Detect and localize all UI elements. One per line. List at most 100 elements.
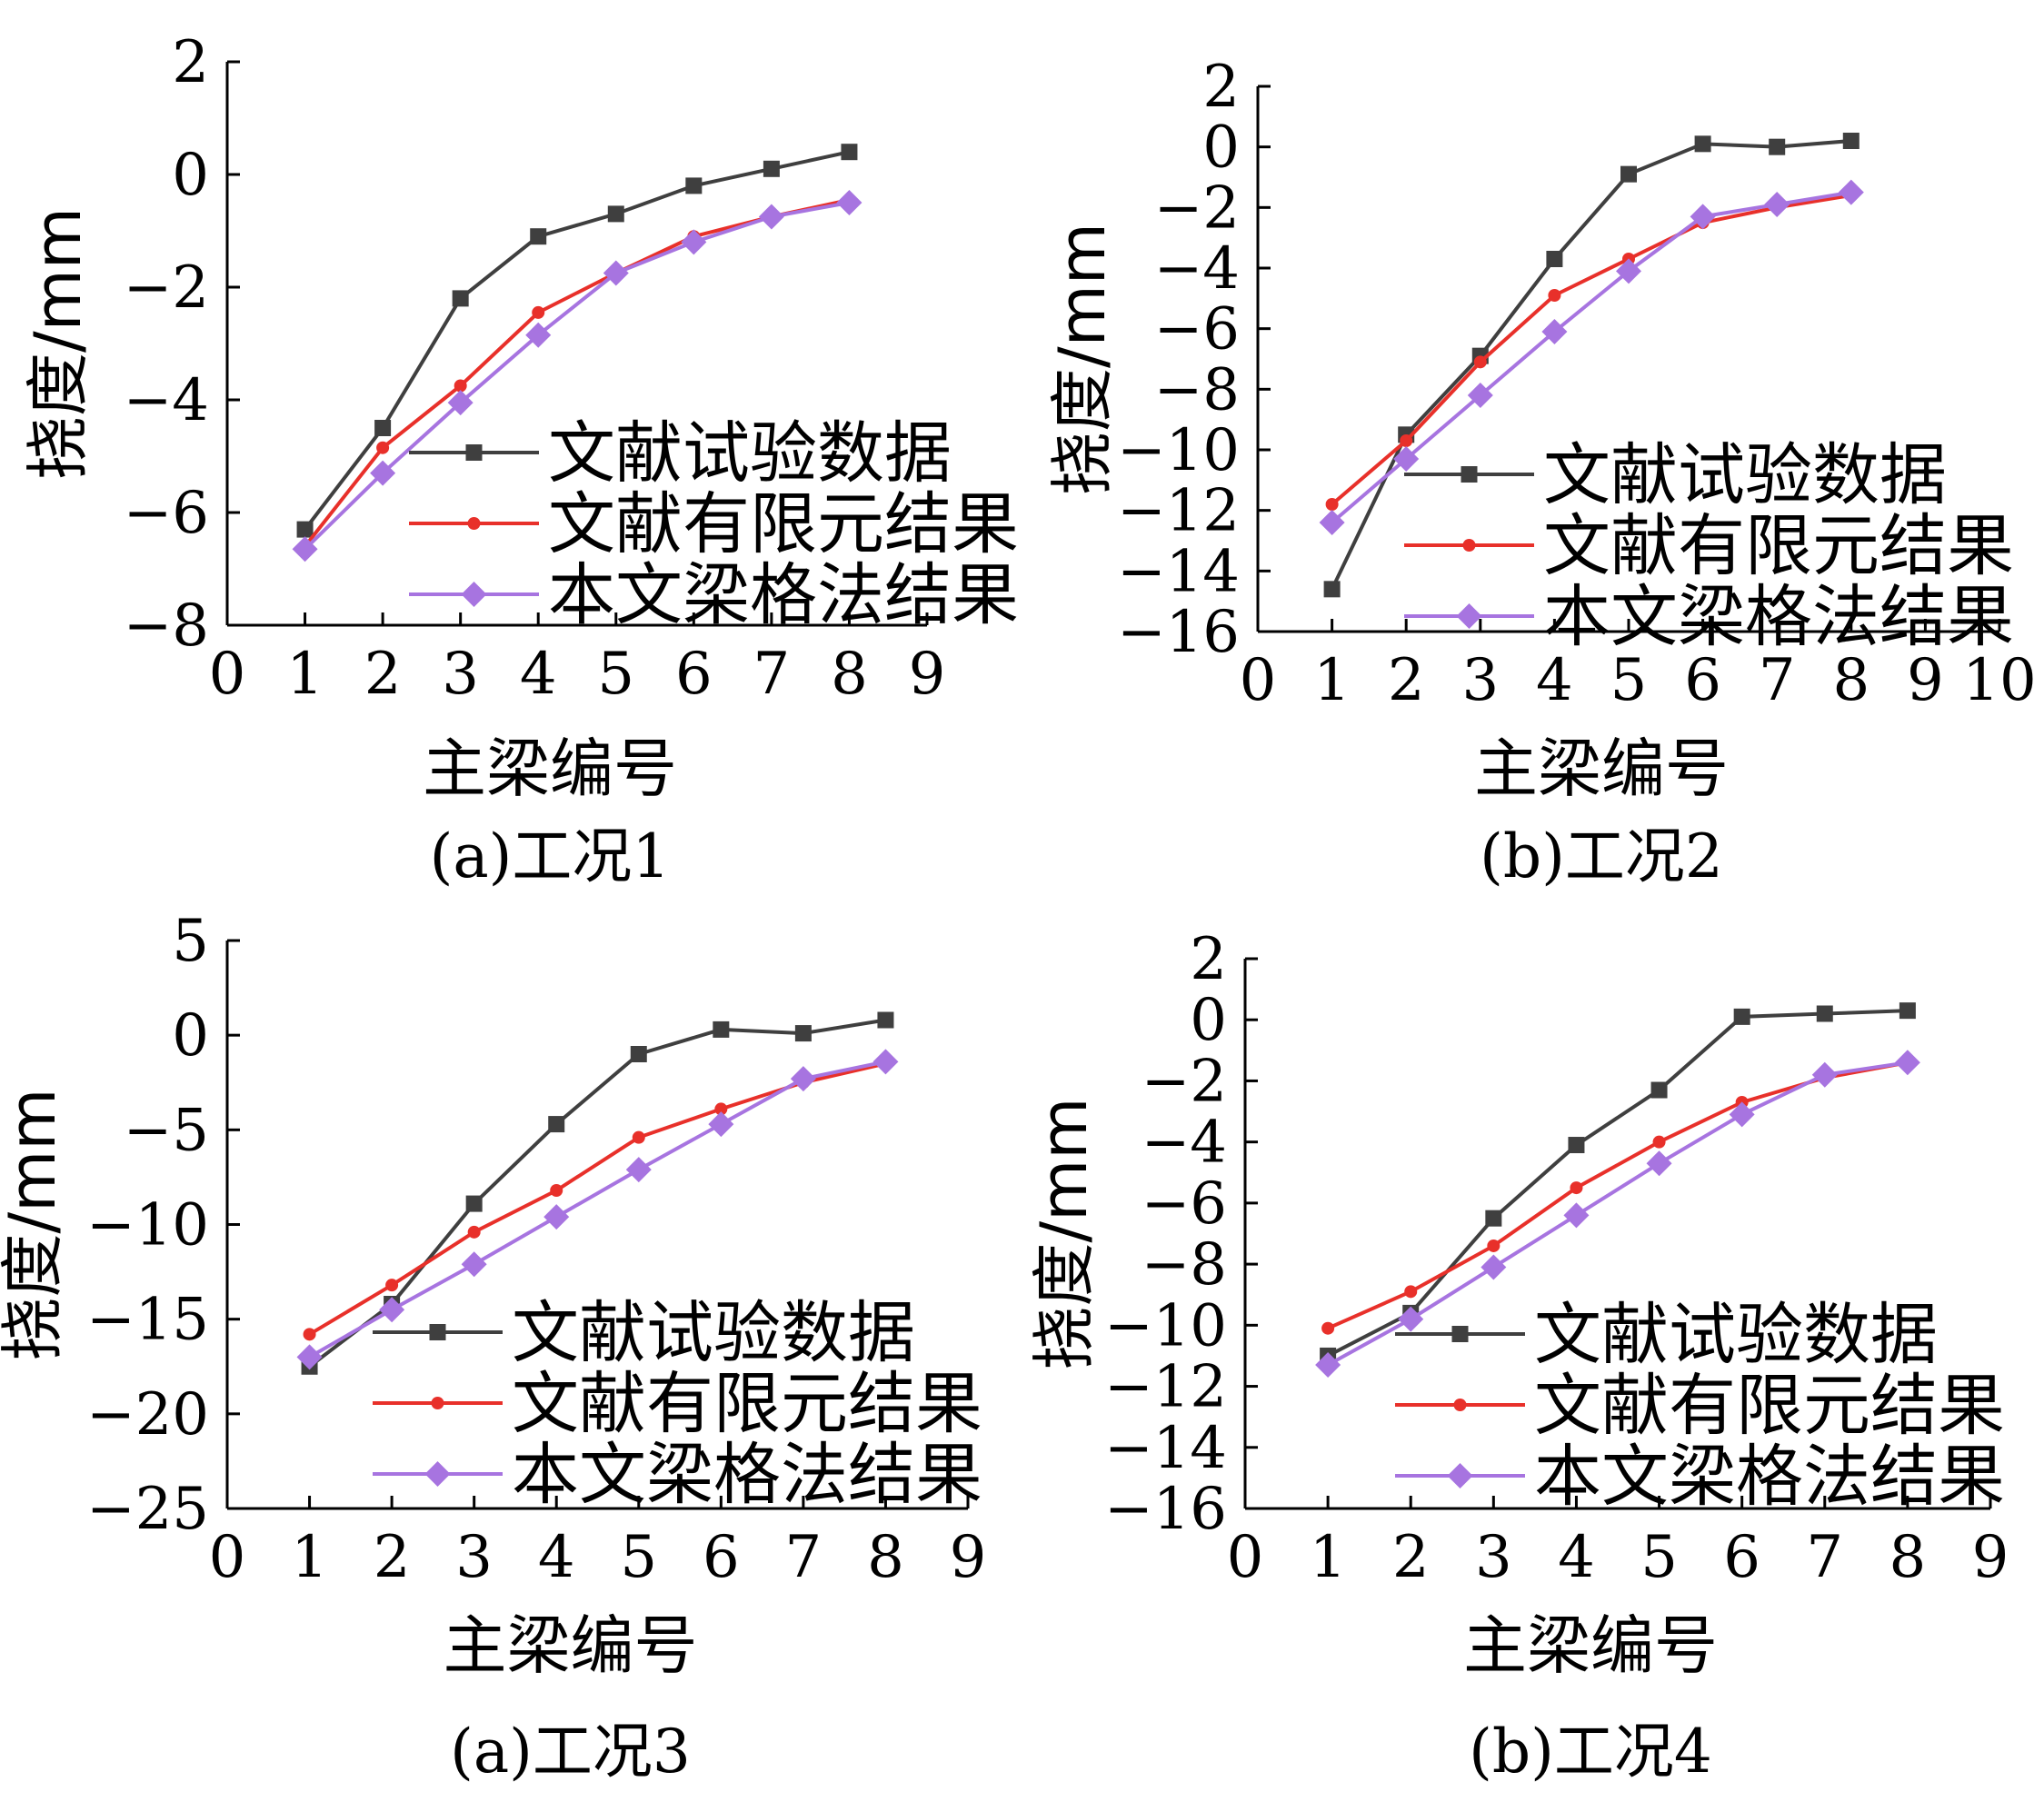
marker-dot (1462, 539, 1476, 552)
marker-square (1485, 1210, 1502, 1227)
x-tick-label: 1 (1313, 647, 1351, 714)
marker-square (1546, 251, 1563, 267)
x-axis-title: 主梁编号 (423, 732, 677, 806)
legend-label: 本文梁格法结果 (548, 556, 1019, 634)
y-tick-label: −4 (1154, 235, 1240, 303)
marker-diamond (1764, 192, 1790, 217)
marker-square (1694, 135, 1711, 153)
marker-dot (467, 517, 481, 530)
y-axis-title: 挠度/mm (1027, 1098, 1102, 1370)
x-tick-label: 3 (455, 1524, 493, 1591)
x-axis-title: 主梁编号 (444, 1608, 698, 1683)
series-line-grillage (308, 1060, 886, 1359)
panel-caption: (b)工况4 (1469, 1717, 1712, 1787)
marker-diamond (1646, 1150, 1672, 1177)
marker-square (1620, 165, 1637, 183)
series-line-grillage (304, 201, 850, 551)
x-tick-label: 4 (538, 1524, 575, 1591)
marker-diamond (1811, 1061, 1838, 1088)
legend-label: 文献有限元结果 (548, 485, 1019, 563)
x-axis-title: 主梁编号 (1474, 732, 1729, 806)
marker-diamond (1541, 319, 1568, 344)
marker-dot (1325, 498, 1339, 511)
y-tick-label: 2 (1202, 54, 1240, 121)
marker-dot (714, 1102, 728, 1116)
marker-diamond (525, 322, 552, 348)
marker-square (1323, 581, 1341, 598)
marker-square (763, 160, 780, 177)
marker-dot (454, 379, 467, 393)
y-tick-label: −14 (1104, 1415, 1227, 1482)
legend-label: 本文梁格法结果 (1543, 578, 2014, 656)
marker-diamond (1690, 204, 1716, 230)
x-tick-label: 10 (1962, 647, 2036, 714)
marker-dot (431, 1397, 444, 1409)
marker-square (685, 177, 703, 194)
y-tick-label: −14 (1117, 538, 1240, 605)
y-axis-title: 挠度/mm (21, 207, 95, 480)
marker-square (630, 1046, 647, 1062)
series-line-fem (1331, 194, 1852, 506)
panel-caption: (a)工况1 (430, 821, 671, 891)
legend-label: 文献试验数据 (548, 414, 952, 493)
y-tick-label: 0 (1190, 987, 1227, 1054)
x-tick-label: 5 (620, 1524, 657, 1591)
marker-diamond (1447, 1463, 1473, 1488)
marker-square (794, 1025, 812, 1042)
marker-diamond (603, 260, 629, 286)
y-tick-label: −2 (1142, 1048, 1227, 1115)
marker-dot (1570, 1181, 1583, 1195)
marker-diamond (461, 582, 487, 607)
series-line-test (303, 150, 850, 531)
y-tick-label: 2 (1190, 926, 1227, 993)
marker-dot (467, 1225, 481, 1239)
x-tick-label: 2 (374, 1524, 411, 1591)
marker-diamond (1456, 603, 1482, 629)
marker-dot (1453, 1399, 1467, 1411)
marker-diamond (708, 1111, 734, 1138)
marker-square (1461, 466, 1478, 483)
marker-diamond (370, 460, 396, 486)
marker-square (713, 1020, 730, 1038)
series-line-grillage (1331, 190, 1852, 524)
y-tick-label: −6 (124, 480, 209, 547)
x-tick-label: 0 (1227, 1524, 1264, 1591)
series-line-test (308, 1018, 886, 1369)
marker-dot (1473, 355, 1487, 369)
legend-label: 文献试验数据 (1534, 1296, 1938, 1374)
series-line-test (1327, 1009, 1908, 1358)
x-tick-label: 5 (1610, 647, 1648, 714)
y-tick-label: 0 (1202, 114, 1240, 182)
x-tick-label: 0 (1240, 647, 1277, 714)
legend-label: 文献试验数据 (512, 1294, 915, 1372)
marker-square (465, 444, 483, 461)
marker-dot (632, 1130, 645, 1144)
y-tick-label: −8 (1142, 1231, 1227, 1299)
x-tick-label: 7 (785, 1524, 823, 1591)
x-tick-label: 1 (286, 641, 324, 708)
marker-dot (303, 1328, 316, 1341)
x-tick-label: 6 (675, 641, 713, 708)
x-tick-label: 4 (1558, 1524, 1595, 1591)
legend-label: 本文梁格法结果 (512, 1436, 982, 1514)
y-tick-label: −15 (86, 1287, 209, 1354)
panel-caption: (b)工况2 (1480, 821, 1723, 891)
y-tick-label: −6 (1142, 1170, 1227, 1238)
y-tick-label: 2 (172, 29, 209, 96)
x-tick-label: 1 (291, 1524, 328, 1591)
x-tick-label: 2 (1392, 1524, 1430, 1591)
marker-diamond (790, 1066, 816, 1092)
x-tick-label: 8 (867, 1524, 904, 1591)
marker-diamond (758, 204, 784, 230)
marker-dot (376, 441, 390, 454)
x-tick-label: 6 (703, 1524, 740, 1591)
legend-label: 文献有限元结果 (512, 1365, 982, 1443)
marker-diamond (1838, 179, 1864, 205)
series-line-grillage (1327, 1060, 1909, 1367)
y-tick-label: −10 (86, 1192, 209, 1259)
